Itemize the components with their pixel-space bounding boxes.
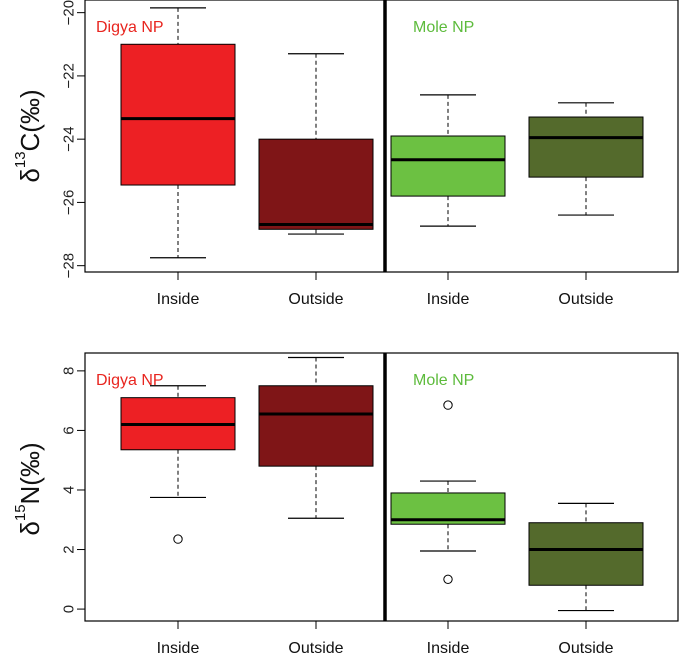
y-tick-label: −24 <box>61 126 78 151</box>
box-iqr <box>528 116 644 178</box>
box-iqr <box>258 385 374 467</box>
category-label: Inside <box>427 291 470 308</box>
y-tick-label: 4 <box>61 486 78 494</box>
y-axis-label-element: N(‰) <box>15 442 45 504</box>
box-outside <box>528 102 644 216</box>
category-label: Outside <box>558 640 613 657</box>
box-iqr <box>390 135 506 197</box>
y-tick-label: 0 <box>61 605 78 613</box>
category-label: Inside <box>157 640 200 657</box>
plot-frame <box>84 352 679 622</box>
panel-delta15n: 0 2 4 6 8 δ15N(‰) Digya NP Mole NP Inside Outside… <box>12 352 679 657</box>
box-outside <box>258 356 374 519</box>
y-tick-label: −22 <box>61 63 78 88</box>
category-label: Outside <box>288 291 343 308</box>
category-label: Outside <box>288 640 343 657</box>
box-inside <box>390 400 506 585</box>
y-axis-label-superscript: 15 <box>12 504 29 521</box>
box-iqr <box>120 43 236 186</box>
y-axis-label: δ15N(‰) <box>12 442 46 535</box>
y-tick-label: 6 <box>61 426 78 434</box>
box-outside <box>528 502 644 612</box>
box-inside <box>390 94 506 227</box>
box-iqr <box>258 138 374 230</box>
box-outside <box>258 53 374 235</box>
box-iqr <box>528 522 644 586</box>
y-tick-label: −28 <box>61 253 78 278</box>
outlier-point <box>443 400 453 410</box>
y-axis-label: δ13C(‰) <box>12 89 46 182</box>
y-tick-label: 2 <box>61 545 78 553</box>
y-axis-label-symbol: δ <box>15 168 45 182</box>
y-tick-label: −20 <box>61 0 78 25</box>
panel-delta13c: −28 −26 −24 −22 −20 δ13C(‰) Digya NP Mole NP Ins… <box>12 0 679 308</box>
y-axis-label-element: C(‰) <box>15 89 45 151</box>
group-label: Digya NP <box>96 372 164 389</box>
group-label: Digya NP <box>96 19 164 36</box>
outlier-point <box>443 574 453 585</box>
y-axis-label-symbol: δ <box>15 521 45 535</box>
group-label: Mole NP <box>413 19 474 36</box>
box-inside <box>120 7 236 259</box>
category-label: Outside <box>558 291 613 308</box>
plot-frame <box>84 0 679 273</box>
group-label: Mole NP <box>413 372 474 389</box>
category-label: Inside <box>157 291 200 308</box>
y-tick-label: 8 <box>61 367 78 375</box>
y-tick-label: −26 <box>61 190 78 215</box>
y-axis-label-superscript: 13 <box>12 151 29 168</box>
category-label: Inside <box>427 640 470 657</box>
outlier-point <box>173 534 183 544</box>
box-inside <box>120 385 236 544</box>
